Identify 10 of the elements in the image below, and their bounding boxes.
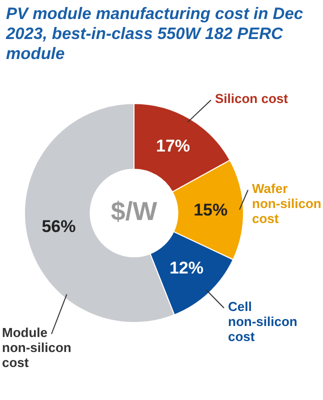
data-label: 17% bbox=[156, 136, 190, 156]
slice-label: Wafer non-silicon cost bbox=[252, 181, 322, 226]
data-label: 12% bbox=[169, 258, 204, 278]
slice-label: Module non-silicon cost bbox=[2, 325, 72, 370]
data-label: 56% bbox=[42, 217, 76, 236]
text: $/W bbox=[110, 196, 158, 226]
slice-label: Silicon cost bbox=[215, 91, 289, 106]
slice-label: Cell non-silicon cost bbox=[228, 299, 298, 344]
data-label: 15% bbox=[194, 200, 228, 220]
chart-title: PV module manufacturing cost in Dec 2023, best-in-class 550W 182 PERC module bbox=[6, 4, 304, 64]
